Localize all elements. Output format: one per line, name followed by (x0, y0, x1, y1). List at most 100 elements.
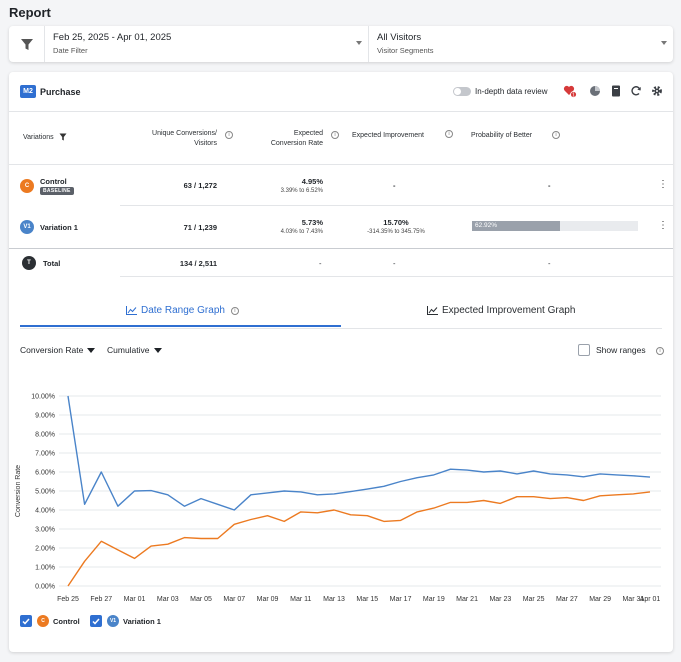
pie-chart-icon[interactable] (587, 83, 603, 99)
expected-improvement-header: Expected Improvement (352, 132, 424, 139)
chevron-down-icon (661, 41, 667, 45)
info-icon[interactable]: i (445, 130, 453, 138)
info-icon[interactable]: i (230, 306, 239, 315)
series-line-control (67, 491, 651, 587)
metric-dropdown[interactable]: Conversion Rate (20, 345, 96, 355)
x-tick-label: Mar 31 (622, 596, 644, 603)
baseline-badge: BASELINE (40, 187, 74, 195)
avatar: V1 (20, 220, 34, 234)
caret-down-icon (153, 347, 162, 353)
y-tick-label: 1.00% (35, 565, 55, 572)
x-tick-label: Mar 25 (523, 596, 545, 603)
avatar: C (37, 615, 49, 627)
line-chart-icon (427, 306, 438, 315)
goal-name[interactable]: Purchase (40, 87, 81, 97)
x-tick-label: Mar 15 (356, 596, 378, 603)
document-icon[interactable] (608, 83, 624, 99)
segment-value: All Visitors (377, 32, 422, 43)
total-label: Total (43, 259, 61, 268)
conversion-rate-chart: 0.00% 1.00% 2.00% 3.00% 4.00% 5.00% 6.00% 7.00%… (15, 394, 661, 603)
rate-range: 4.03% to 7.43% (280, 229, 323, 235)
probability-bar-fill (472, 221, 560, 231)
x-tick-label: Mar 23 (489, 596, 511, 603)
x-tick-label: Mar 13 (323, 596, 345, 603)
rate-range: 3.39% to 6.52% (280, 188, 323, 194)
show-ranges-label: Show ranges (596, 345, 646, 355)
y-tick-label: 9.00% (35, 413, 55, 420)
line-chart-icon (126, 306, 137, 315)
tab-date-range-graph[interactable]: Date Range Graph i (126, 305, 239, 316)
rate-value: 5.73% (301, 218, 323, 227)
mode-dropdown[interactable]: Cumulative (107, 345, 162, 355)
y-tick-label: 2.00% (35, 546, 55, 553)
probability-value: 62.92% (475, 222, 498, 229)
heart-alert-icon[interactable]: 1 (562, 83, 578, 99)
goal-header: M2 Purchase In-depth data review 1 (9, 72, 673, 112)
show-ranges-checkbox[interactable] (578, 344, 590, 356)
improvement-value: - (393, 259, 396, 268)
chevron-down-icon (356, 41, 362, 45)
date-filter-dropdown[interactable]: Feb 25, 2025 - Apr 01, 2025 Date Filter (45, 26, 369, 62)
tab-expected-improvement-graph[interactable]: Expected Improvement Graph (427, 305, 575, 316)
unique-conversions-header: Unique Conversions/ Visitors (152, 130, 217, 147)
y-tick-label: 5.00% (35, 489, 55, 496)
x-tick-label: Mar 03 (157, 596, 179, 603)
filter-button[interactable] (9, 26, 45, 62)
checkbox-checked-icon[interactable] (20, 615, 32, 627)
series-line-variation-1 (67, 395, 651, 511)
visitor-segment-dropdown[interactable]: All Visitors Visitor Segments (369, 26, 673, 62)
date-filter-value: Feb 25, 2025 - Apr 01, 2025 (53, 32, 172, 43)
goal-badge: M2 (20, 85, 36, 98)
variation-name[interactable]: Variation 1 (40, 223, 78, 232)
probability-header: Probability of Better (471, 132, 533, 139)
segment-label: Visitor Segments (377, 46, 434, 55)
probability-value: - (548, 181, 551, 190)
x-tick-label: Mar 27 (556, 596, 578, 603)
rate-value: 4.95% (301, 177, 323, 186)
conversions-value: 134 / 2,511 (179, 259, 217, 268)
x-tick-label: Mar 11 (290, 596, 311, 603)
x-tick-label: Apr 01 (640, 596, 661, 603)
x-tick-label: Mar 01 (124, 596, 146, 603)
improvement-value: 15.70% (383, 218, 409, 227)
x-tick-label: Mar 07 (223, 596, 245, 603)
info-icon[interactable]: i (552, 131, 560, 139)
legend-item-variation-1[interactable]: V1 Variation 1 (90, 615, 161, 627)
conversions-value: 71 / 1,239 (183, 223, 217, 232)
info-icon[interactable]: i (225, 131, 233, 139)
probability-bar: 62.92% (472, 221, 638, 231)
conversions-value: 63 / 1,272 (183, 181, 217, 190)
avatar: T (22, 256, 36, 270)
rate-value: - (319, 259, 322, 268)
improvement-range: -314.35% to 345.75% (367, 229, 425, 235)
info-icon[interactable]: i (331, 131, 339, 139)
svg-text:1: 1 (572, 92, 575, 98)
y-tick-label: 3.00% (35, 527, 55, 534)
funnel-icon (20, 38, 33, 50)
checkbox-checked-icon[interactable] (90, 615, 102, 627)
funnel-icon (59, 133, 67, 141)
in-depth-label: In-depth data review (475, 87, 548, 96)
variation-name[interactable]: Control (40, 177, 67, 186)
variations-header[interactable]: Variations (23, 133, 67, 143)
refresh-icon[interactable] (628, 83, 644, 99)
x-tick-label: Feb 27 (90, 596, 112, 603)
y-tick-label: 0.00% (35, 584, 55, 591)
row-menu-icon[interactable]: ⋮ (658, 179, 668, 190)
date-filter-label: Date Filter (53, 46, 88, 55)
row-menu-icon[interactable]: ⋮ (658, 220, 668, 231)
avatar: V1 (107, 615, 119, 627)
legend-item-control[interactable]: C Control (20, 615, 80, 627)
in-depth-toggle[interactable] (453, 87, 471, 96)
improvement-value: - (393, 181, 396, 190)
x-tick-label: Mar 19 (423, 596, 445, 603)
x-tick-label: Mar 17 (390, 596, 412, 603)
y-tick-label: 7.00% (35, 451, 55, 458)
gear-icon[interactable] (649, 83, 665, 99)
x-tick-label: Feb 25 (57, 596, 79, 603)
info-icon[interactable]: i (656, 347, 664, 355)
report-card: M2 Purchase In-depth data review 1 Varia… (9, 72, 673, 652)
x-tick-label: Mar 29 (589, 596, 611, 603)
filter-bar: Feb 25, 2025 - Apr 01, 2025 Date Filter … (9, 26, 673, 62)
page-title: Report (9, 5, 51, 20)
